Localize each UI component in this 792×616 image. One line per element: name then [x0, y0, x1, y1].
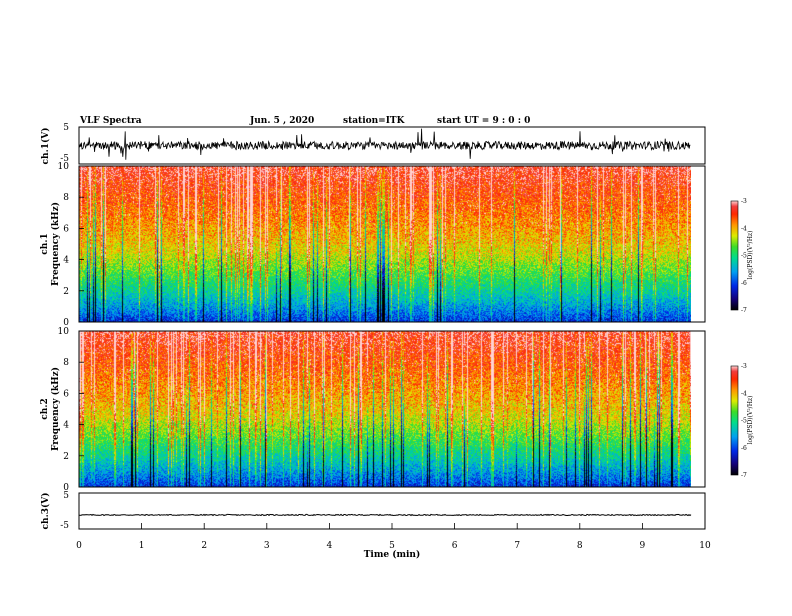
ch3-waveform-panel: ch.3(V) 5 -5 0 1 2 3 4 5 6 7 8 9 10 Time (min)	[40, 491, 711, 560]
ch3-waveform-ylabel: ch.3(V)	[40, 493, 51, 530]
ch2-spectrogram-ylabel-1: ch.2	[40, 398, 50, 419]
ch1-spectrogram-frame	[78, 165, 706, 323]
ch1-colorbar-gradient	[731, 201, 738, 310]
ch2-spectrogram-image	[79, 331, 691, 487]
ch3-ytick-top: 5	[63, 491, 69, 501]
ch3-ytick-bottom: -5	[60, 521, 69, 531]
xtick-label: 4	[327, 541, 333, 551]
xtick-label: 1	[139, 541, 145, 551]
time-axis-label: Time (min)	[364, 549, 421, 560]
colorbar-tick-label: -6	[741, 445, 747, 452]
xtick-label: 7	[514, 541, 520, 551]
xtick-label: 2	[201, 541, 207, 551]
header-title: VLF Spectra	[79, 116, 142, 126]
xtick-label: 10	[699, 541, 711, 551]
ch1-waveform-trace	[78, 128, 691, 160]
colorbar-tick-label: -3	[741, 198, 747, 205]
xtick-label: 9	[640, 541, 646, 551]
ch1-spectrogram-image	[79, 166, 691, 322]
header-date: Jun. 5 , 2020	[249, 116, 314, 126]
colorbar-tick-label: -5	[741, 418, 747, 425]
header-start-time: start UT = 9 : 0 : 0	[437, 116, 530, 126]
ytick-label: 2	[63, 452, 69, 462]
ch1-ytick-top: 5	[63, 123, 69, 133]
ytick-label: 0	[63, 318, 69, 328]
colorbar-tick-label: -4	[741, 390, 747, 397]
colorbar-tick-label: -7	[741, 472, 747, 479]
ch1-colorbar-label: log(PSD)(V²/Hz)	[747, 231, 754, 280]
ch1-spectrogram-yticks: 0 2 4 6 8 10	[58, 162, 84, 328]
ytick-label: 8	[63, 358, 69, 368]
ch2-colorbar-gradient	[731, 366, 738, 475]
ch1-waveform-panel: ch.1(V) 5 -5	[40, 123, 706, 165]
colorbar-tick-label: -3	[741, 363, 747, 370]
ch2-spectrogram-ylabel-2: Frequency (kHz)	[50, 367, 61, 451]
ch2-spectrogram-frame	[78, 330, 706, 488]
ch3-waveform-trace	[78, 513, 692, 517]
colorbar-tick-label: -6	[741, 280, 747, 287]
ch1-spectrogram-panel: ch.1 Frequency (kHz) 0 2 4 6 8 10	[40, 162, 706, 328]
header-station: station=ITK	[343, 116, 406, 126]
colorbar-tick-label: -4	[741, 225, 747, 232]
ch1-waveform-frame	[78, 126, 706, 165]
ch1-ytick-bottom: -5	[60, 154, 69, 164]
xtick-label: 0	[76, 541, 82, 551]
ytick-label: 10	[58, 327, 70, 337]
ch1-spectrogram-ylabel-1: ch.1	[40, 233, 50, 254]
xtick-label: 3	[264, 541, 270, 551]
ch1-colorbar: -3 -4 -5 -6 -7 log(PSD)(V²/Hz)	[730, 198, 754, 314]
ch2-colorbar-ticks: -3 -4 -5 -6 -7	[741, 363, 747, 479]
ch2-colorbar-label: log(PSD)(V²/Hz)	[747, 396, 754, 445]
ytick-label: 2	[63, 287, 69, 297]
xtick-label: 8	[577, 541, 583, 551]
ytick-label: 8	[63, 193, 69, 203]
ytick-label: 6	[63, 389, 69, 399]
ch1-colorbar-ticks: -3 -4 -5 -6 -7	[741, 198, 747, 314]
ytick-label: 4	[63, 256, 69, 266]
ytick-label: 0	[63, 483, 69, 493]
ch1-waveform-ylabel: ch.1(V)	[40, 128, 51, 165]
xtick-label: 6	[452, 541, 458, 551]
ch2-spectrogram-panel: ch.2 Frequency (kHz) 0 2 4 6 8 10	[40, 327, 706, 493]
ytick-label: 6	[63, 224, 69, 234]
ytick-label: 4	[63, 421, 69, 431]
ch1-spectrogram-ylabel-2: Frequency (kHz)	[50, 202, 61, 286]
colorbar-tick-label: -5	[741, 253, 747, 260]
ch2-colorbar: -3 -4 -5 -6 -7 log(PSD)(V²/Hz)	[730, 363, 754, 479]
ytick-label: 10	[58, 162, 70, 172]
colorbar-tick-label: -7	[741, 307, 747, 314]
time-axis-ticks: 0 1 2 3 4 5 6 7 8 9 10	[76, 523, 711, 551]
ch2-spectrogram-yticks: 0 2 4 6 8 10	[58, 327, 84, 493]
xtick-label: 5	[389, 541, 395, 551]
